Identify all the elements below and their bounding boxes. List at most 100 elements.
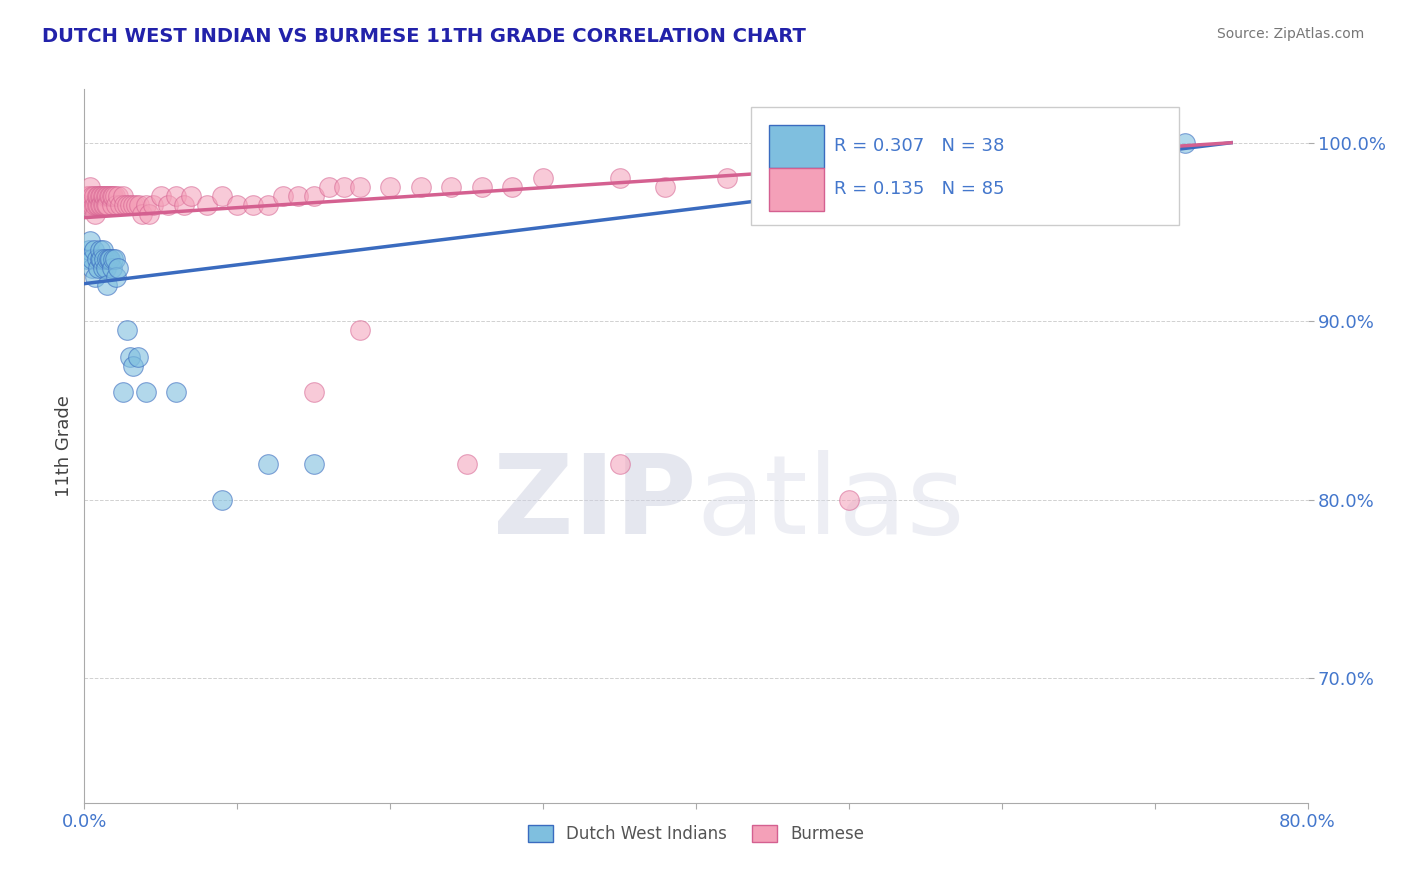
Point <box>1067 150 1090 164</box>
Point <box>96 278 118 293</box>
Text: DUTCH WEST INDIAN VS BURMESE 11TH GRADE CORRELATION CHART: DUTCH WEST INDIAN VS BURMESE 11TH GRADE … <box>42 27 806 45</box>
Legend: Dutch West Indians, Burmese: Dutch West Indians, Burmese <box>519 817 873 852</box>
Point <box>120 350 142 364</box>
Point <box>79 180 101 194</box>
Point <box>87 260 110 275</box>
Point <box>531 171 554 186</box>
Point <box>108 198 131 212</box>
Point <box>96 189 118 203</box>
Point <box>103 189 125 203</box>
Point <box>211 189 233 203</box>
Point <box>98 189 121 203</box>
Point <box>456 457 478 471</box>
Point <box>302 385 325 400</box>
Point <box>318 180 340 194</box>
Point <box>86 198 108 212</box>
Point <box>101 260 124 275</box>
Point <box>1114 145 1136 159</box>
Point <box>333 180 356 194</box>
Point <box>302 189 325 203</box>
Point <box>502 180 524 194</box>
Point <box>94 189 117 203</box>
Point <box>79 198 101 212</box>
Point <box>195 198 218 212</box>
Point <box>761 162 783 177</box>
Point <box>80 260 103 275</box>
Point <box>89 189 111 203</box>
Point <box>97 252 120 266</box>
Point <box>609 171 631 186</box>
Point <box>91 260 114 275</box>
Point <box>90 252 112 266</box>
Point <box>76 189 98 203</box>
Point <box>257 198 280 212</box>
Point <box>380 180 402 194</box>
Point <box>122 198 145 212</box>
FancyBboxPatch shape <box>769 125 824 168</box>
Point <box>838 189 860 203</box>
Point <box>91 243 114 257</box>
Point <box>716 171 738 186</box>
Point <box>914 153 936 168</box>
Point <box>84 198 107 212</box>
Point <box>1174 136 1197 150</box>
Point <box>84 269 107 284</box>
FancyBboxPatch shape <box>769 168 824 211</box>
Point <box>271 189 294 203</box>
Point <box>112 198 135 212</box>
Point <box>83 189 105 203</box>
FancyBboxPatch shape <box>751 107 1180 225</box>
Point <box>89 243 111 257</box>
Point <box>127 350 149 364</box>
Point <box>173 198 195 212</box>
Point <box>157 198 180 212</box>
Point <box>87 189 110 203</box>
Point <box>165 385 187 400</box>
Point <box>94 260 117 275</box>
Point <box>125 198 148 212</box>
Point <box>83 243 105 257</box>
Text: ZIP: ZIP <box>492 450 696 557</box>
Point <box>138 207 160 221</box>
Point <box>226 198 249 212</box>
Point <box>93 198 115 212</box>
Point <box>349 180 371 194</box>
Point <box>87 198 110 212</box>
Point <box>135 198 157 212</box>
Point <box>93 189 115 203</box>
Point <box>77 243 100 257</box>
Point <box>302 457 325 471</box>
Point <box>128 198 150 212</box>
Point <box>98 252 121 266</box>
Point <box>80 189 103 203</box>
Point <box>104 189 127 203</box>
Point <box>440 180 463 194</box>
Point <box>96 252 118 266</box>
Point <box>105 198 128 212</box>
Point <box>77 189 100 203</box>
Point <box>103 252 125 266</box>
Point <box>89 252 111 266</box>
Point <box>101 198 124 212</box>
Point <box>115 198 138 212</box>
Point <box>131 207 153 221</box>
Point <box>838 492 860 507</box>
Text: R = 0.307   N = 38: R = 0.307 N = 38 <box>834 137 1004 155</box>
Point <box>1114 171 1136 186</box>
Point <box>149 189 172 203</box>
Point <box>84 207 107 221</box>
Point <box>83 198 105 212</box>
Point <box>94 198 117 212</box>
Point <box>120 198 142 212</box>
Point <box>135 385 157 400</box>
Point <box>80 252 103 266</box>
Point <box>96 198 118 212</box>
Point <box>869 157 891 171</box>
Point <box>86 252 108 266</box>
Text: atlas: atlas <box>696 450 965 557</box>
Point <box>75 198 97 212</box>
Point <box>111 385 134 400</box>
Point <box>960 153 983 168</box>
Point <box>104 252 127 266</box>
Point <box>165 189 187 203</box>
